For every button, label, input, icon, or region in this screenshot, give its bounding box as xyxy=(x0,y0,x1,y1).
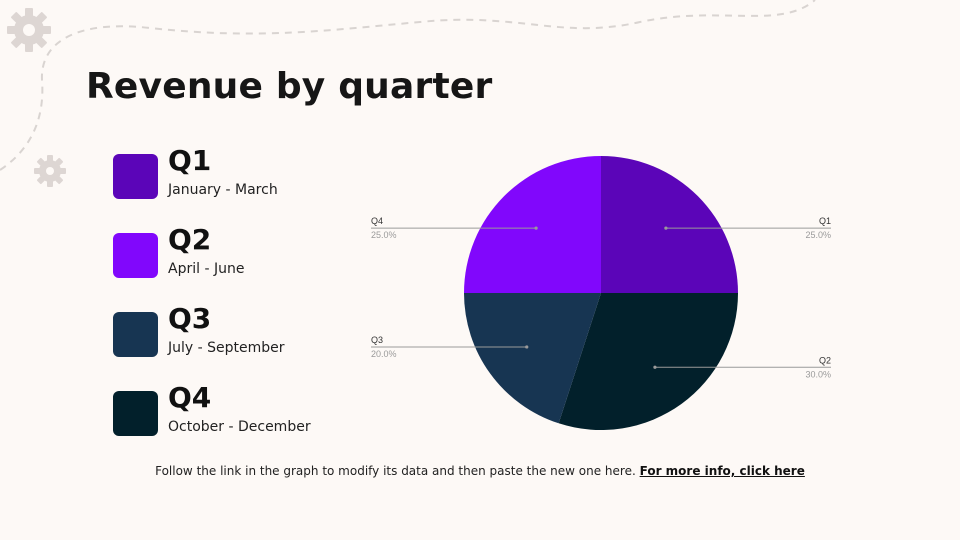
legend-months-q1: January - March xyxy=(168,182,278,198)
legend-label-q3: Q3 xyxy=(168,302,212,335)
legend-swatch-q3 xyxy=(113,312,158,357)
leader-dot-q1 xyxy=(664,226,668,230)
pie-slice-q3[interactable] xyxy=(464,293,601,424)
more-info-link[interactable]: For more info, click here xyxy=(639,464,805,478)
slice-label-q4: Q4 xyxy=(371,216,383,226)
footer-text: Follow the link in the graph to modify i… xyxy=(155,464,636,478)
legend-item-q4: Q4 October - December xyxy=(113,381,373,439)
pie-slice-q4[interactable] xyxy=(464,156,601,293)
leader-dot-q3 xyxy=(525,345,529,349)
page-title: Revenue by quarter xyxy=(86,66,493,107)
pie-slice-q1[interactable] xyxy=(601,156,738,293)
legend-item-q3: Q3 July - September xyxy=(113,302,373,360)
slice-value-q1: 25.0% xyxy=(805,230,831,240)
slice-label-q2: Q2 xyxy=(819,355,831,365)
slice-value-q2: 30.0% xyxy=(805,369,831,379)
slice-value-q3: 20.0% xyxy=(371,349,397,359)
legend-item-q1: Q1 January - March xyxy=(113,144,373,202)
legend-label-q2: Q2 xyxy=(168,223,212,256)
leader-dot-q4 xyxy=(534,226,538,230)
legend-months-q3: July - September xyxy=(168,340,285,356)
legend-swatch-q2 xyxy=(113,233,158,278)
slice-value-q4: 25.0% xyxy=(371,230,397,240)
legend-months-q2: April - June xyxy=(168,261,245,277)
leader-dot-q2 xyxy=(653,365,657,369)
slice-label-q1: Q1 xyxy=(819,216,831,226)
legend-swatch-q1 xyxy=(113,154,158,199)
pie-slice-q2[interactable] xyxy=(558,293,738,430)
legend-item-q2: Q2 April - June xyxy=(113,223,373,281)
legend-label-q1: Q1 xyxy=(168,144,212,177)
legend-swatch-q4 xyxy=(113,391,158,436)
gear-icon xyxy=(7,8,51,52)
legend-label-q4: Q4 xyxy=(168,381,212,414)
gear-icon xyxy=(34,155,66,187)
legend-months-q4: October - December xyxy=(168,419,311,435)
dashed-curve xyxy=(0,0,816,171)
slice-label-q3: Q3 xyxy=(371,335,383,345)
footer-note: Follow the link in the graph to modify i… xyxy=(0,464,960,478)
